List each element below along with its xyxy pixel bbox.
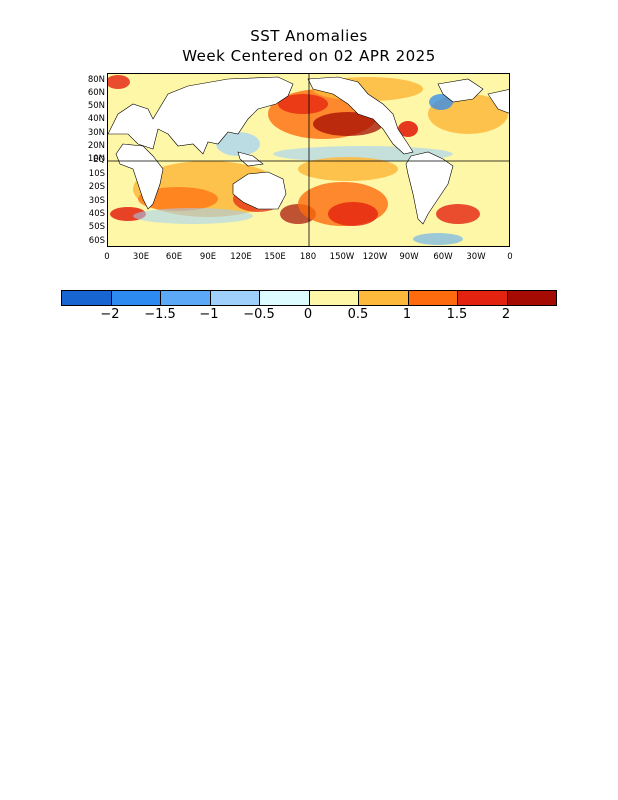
lon-label: 90W [399, 252, 419, 262]
colorbar-label: 1.5 [446, 307, 468, 322]
colorbar-swatch [260, 291, 310, 305]
lon-label: 30E [132, 252, 150, 262]
colorbar-swatch [408, 291, 458, 305]
colorbar-swatch [210, 291, 260, 305]
lat-label: 10S [88, 169, 105, 179]
colorbar-label: −1 [199, 307, 219, 322]
lat-label: 40N [87, 114, 105, 124]
colorbar-swatch [309, 291, 359, 305]
lat-label: 60N [87, 88, 105, 98]
lon-label: 150E [264, 252, 286, 262]
lon-label: 150W [329, 252, 355, 262]
lon-label: 120E [230, 252, 252, 262]
colorbar-swatch [62, 291, 112, 305]
lat-label: 10N [87, 154, 105, 164]
colorbar-label: −0.5 [243, 307, 275, 322]
lon-label: 90E [199, 252, 217, 262]
title-line-2: Week Centered on 02 APR 2025 [182, 47, 436, 65]
lat-label: 60S [88, 236, 105, 246]
colorbar-label: 0 [303, 307, 313, 322]
colorbar-swatch [111, 291, 161, 305]
map-title: SST Anomalies Week Centered on 02 APR 20… [0, 26, 618, 66]
lon-label: 0 [104, 252, 110, 262]
lon-label: 180 [299, 252, 317, 262]
colorbar [61, 290, 557, 306]
colorbar-swatch [458, 291, 508, 305]
lon-label: 60W [433, 252, 453, 262]
lon-label: 0 [507, 252, 513, 262]
colorbar-label: 1 [402, 307, 412, 322]
colorbar-label: −1.5 [144, 307, 176, 322]
lat-label: 20N [87, 141, 105, 151]
colorbar-swatch [359, 291, 409, 305]
lat-label: 30N [87, 128, 105, 138]
lat-label: 50N [87, 101, 105, 111]
colorbar-label: 0.5 [347, 307, 369, 322]
lon-label: 30W [466, 252, 486, 262]
lat-label: 80N [87, 75, 105, 85]
lat-label: 50S [88, 222, 105, 232]
lat-label: 40S [88, 209, 105, 219]
lat-label: 30S [88, 196, 105, 206]
colorbar-label: −2 [100, 307, 120, 322]
colorbar-label: 2 [501, 307, 511, 322]
lat-label: EQ [92, 155, 105, 165]
lat-label: 20S [88, 182, 105, 192]
colorbar-swatch [161, 291, 211, 305]
map-canvas [108, 74, 509, 246]
sst-anomaly-map [107, 73, 510, 247]
land [108, 76, 509, 225]
title-line-1: SST Anomalies [250, 27, 368, 45]
lon-label: 60E [165, 252, 183, 262]
lon-label: 120W [362, 252, 388, 262]
colorbar-swatch [507, 291, 556, 305]
